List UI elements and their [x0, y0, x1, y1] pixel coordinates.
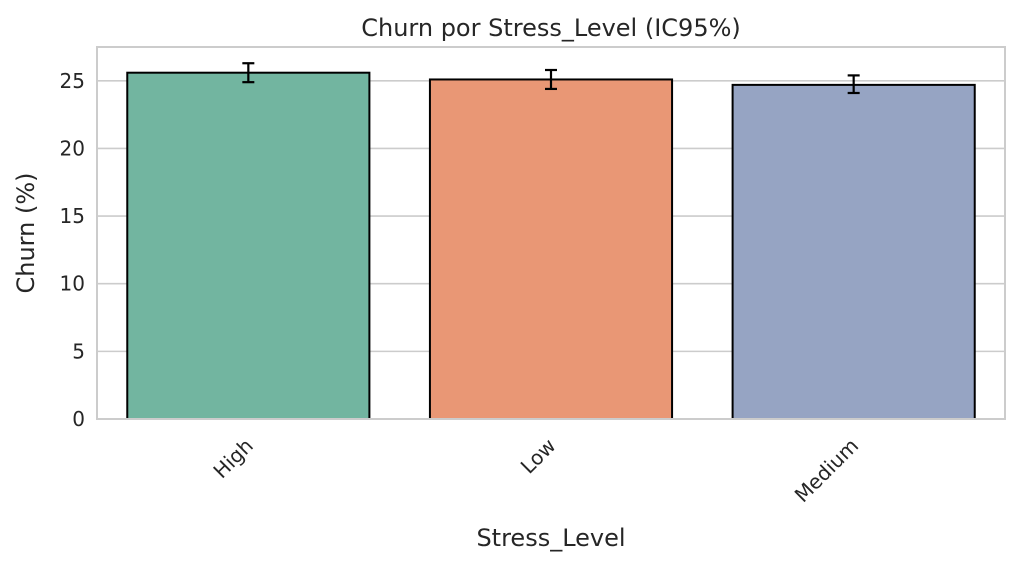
- y-tick-label: 0: [72, 407, 85, 431]
- y-tick-label: 10: [60, 272, 85, 296]
- y-tick-labels: 0 5 10 15 20 25: [60, 69, 85, 431]
- x-tick-label: Medium: [790, 434, 864, 508]
- error-bars: [242, 62, 860, 95]
- y-axis-label: Churn (%): [12, 173, 40, 294]
- y-tick-label: 15: [60, 204, 85, 228]
- error-bar-medium: [847, 74, 860, 95]
- x-tick-label: Low: [516, 434, 561, 479]
- x-tick-labels: High Low Medium: [208, 434, 863, 508]
- bar-medium: [731, 83, 976, 420]
- plot-frame: [96, 46, 1006, 420]
- error-bar-high: [242, 62, 255, 84]
- bar-low: [428, 78, 674, 420]
- y-tick-label: 20: [60, 136, 85, 160]
- chart-title: Churn por Stress_Level (IC95%): [361, 14, 741, 42]
- error-bar-low: [545, 68, 557, 91]
- y-tick-label: 25: [60, 69, 85, 93]
- x-tick-label: High: [208, 434, 257, 483]
- y-tick-label: 5: [72, 339, 85, 363]
- x-axis-label: Stress_Level: [476, 524, 625, 552]
- bar-high: [126, 71, 371, 421]
- bars: [126, 71, 976, 421]
